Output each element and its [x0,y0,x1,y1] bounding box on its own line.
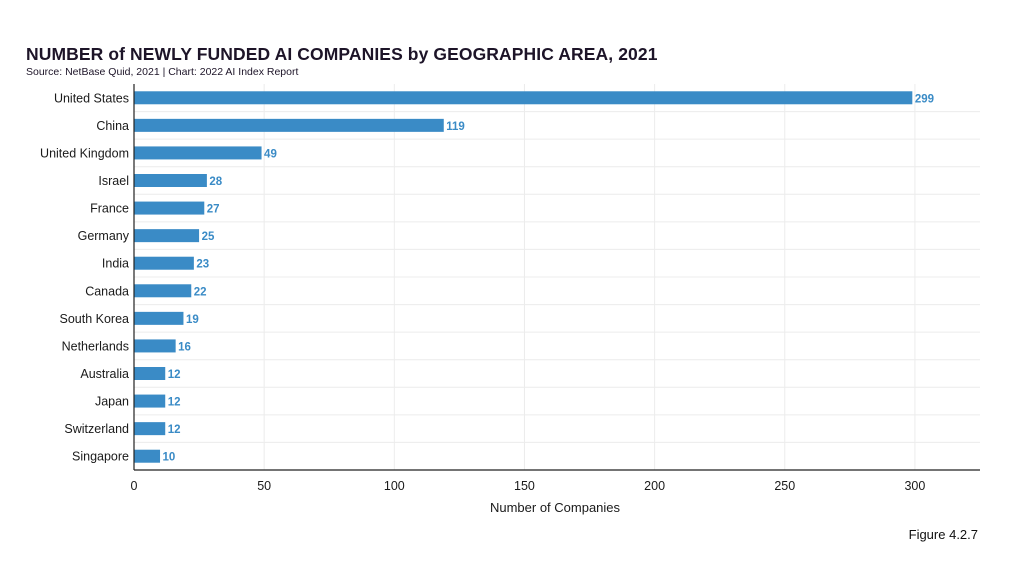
category-label: Israel [98,174,129,188]
value-label: 28 [209,176,222,188]
bar [134,91,913,105]
x-axis-title: Number of Companies [490,500,621,515]
bar [134,422,166,436]
value-label: 49 [264,148,277,160]
x-tick-label: 50 [257,479,271,493]
figure-label: Figure 4.2.7 [908,527,978,542]
category-label: Canada [85,284,129,298]
bar [134,201,205,215]
x-tick-label: 150 [514,479,535,493]
x-axis: 0 50 100 150 200 250 300 [131,84,980,493]
bar [134,146,262,160]
gridlines [134,84,980,470]
value-label: 12 [168,397,181,409]
value-label: 12 [168,369,181,381]
value-labels: 299 119 49 28 27 25 23 22 19 16 12 12 12 10 [163,93,934,463]
bar [134,284,192,298]
category-label: Germany [78,229,130,243]
category-label: China [96,119,129,133]
bar [134,118,444,132]
chart-title: NUMBER of NEWLY FUNDED AI COMPANIES by G… [26,44,658,64]
value-label: 10 [163,452,176,464]
x-tick-label: 100 [384,479,405,493]
category-label: India [102,257,129,271]
bar [134,311,184,325]
value-label: 25 [202,231,215,243]
x-tick-label: 300 [904,479,925,493]
category-label: United States [54,91,129,105]
value-label: 27 [207,204,220,216]
category-label: France [90,202,129,216]
x-tick-label: 250 [774,479,795,493]
bar [134,256,194,270]
category-label: South Korea [60,312,130,326]
value-label: 16 [178,341,191,353]
bar [134,449,161,463]
value-label: 12 [168,424,181,436]
category-label: Australia [80,367,129,381]
x-tick-label: 200 [644,479,665,493]
bar [134,174,207,187]
category-label: United Kingdom [40,146,129,160]
category-label: Japan [95,395,129,409]
category-label: Netherlands [62,339,129,353]
value-label: 22 [194,286,207,298]
category-label: Switzerland [64,422,129,436]
bar [134,367,166,380]
value-label: 19 [186,314,199,326]
bar [134,339,176,353]
category-label: Singapore [72,450,129,464]
x-tick-label: 0 [131,479,138,493]
value-label: 23 [196,259,209,271]
category-labels: United States China United Kingdom Israel Fr… [40,91,130,463]
value-label: 299 [915,93,934,105]
chart-subtitle: Source: NetBase Quid, 2021 | Chart: 2022… [26,66,299,78]
value-label: 119 [446,121,465,133]
bars [134,91,913,463]
bar [134,394,166,408]
bar [134,229,200,243]
